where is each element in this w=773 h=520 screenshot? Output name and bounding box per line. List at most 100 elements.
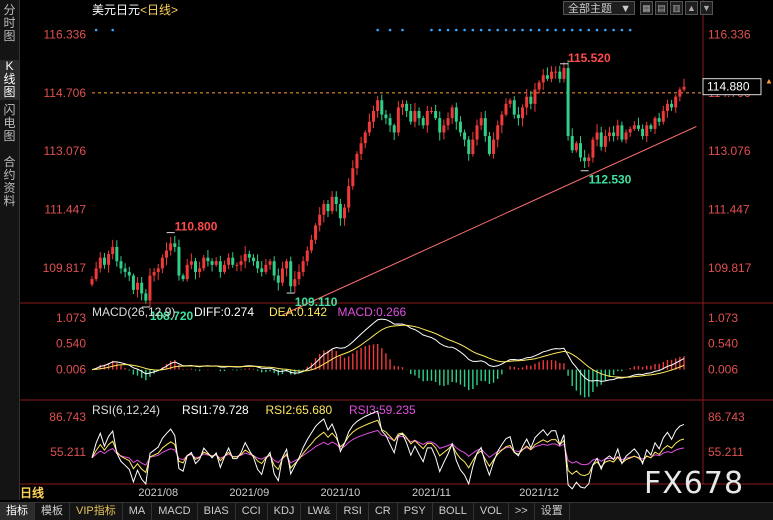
expand-icon[interactable]: ▤ [655, 1, 668, 15]
extreme-price-label: 115.520 [568, 51, 611, 65]
candle-body [603, 136, 607, 147]
candle-body [562, 68, 566, 79]
candle-body [624, 132, 628, 140]
candle-body [388, 118, 392, 126]
candle-body [434, 111, 438, 119]
candle-body [599, 132, 603, 147]
tab-14[interactable]: >> [509, 503, 535, 520]
sidebar-item-contract-info[interactable]: 合约资料 [3, 155, 16, 208]
candle-body [177, 246, 181, 276]
candle-body [475, 125, 479, 140]
tab-3[interactable]: MA [123, 503, 153, 520]
tab-7[interactable]: KDJ [268, 503, 302, 520]
tab-1[interactable]: 模板 [35, 503, 70, 520]
y-tick-label-left: 113.076 [44, 144, 87, 158]
candle-body [632, 125, 636, 129]
candle-body [260, 268, 264, 272]
candle-body [293, 279, 297, 287]
candle-body [206, 257, 210, 262]
candle-body [272, 261, 276, 276]
candle-body [405, 103, 409, 111]
candle-body [152, 271, 156, 276]
signal-dot [529, 28, 533, 32]
rsi-y-tick-right: 55.211 [708, 445, 744, 459]
tab-9[interactable]: RSI [337, 503, 369, 520]
candle-body [256, 261, 260, 269]
current-price-box [702, 78, 762, 96]
candle-body [218, 261, 222, 272]
sidebar-item-timeshare[interactable]: 分时图 [3, 3, 16, 43]
macd-y-tick-right: 0.006 [708, 362, 738, 376]
tab-4[interactable]: MACD [152, 503, 198, 520]
candle-body [185, 264, 189, 280]
tab-0[interactable]: 指标 [0, 503, 35, 520]
candle-body [231, 257, 235, 265]
candle-body [111, 246, 115, 255]
tab-6[interactable]: CCI [236, 503, 268, 520]
signal-dot [401, 28, 404, 32]
tab-2[interactable]: VIP指标 [70, 503, 123, 520]
tab-11[interactable]: PSY [398, 503, 433, 520]
candle-body [276, 275, 280, 283]
signal-dot [488, 28, 491, 32]
signal-dot [595, 28, 599, 32]
candle-body [529, 96, 533, 104]
candle-body [285, 261, 289, 269]
current-price-label: 114.880 [707, 80, 750, 94]
signal-dot [546, 28, 549, 32]
signal-dot [376, 28, 379, 32]
candle-body [591, 139, 595, 158]
period-tag: <日线> [140, 3, 178, 17]
signal-dot [388, 28, 392, 32]
candle-body [512, 100, 516, 115]
period-label[interactable]: 日线 [20, 486, 45, 500]
macd-y-tick-left: 1.073 [56, 311, 86, 325]
tab-8[interactable]: LW& [301, 503, 338, 520]
candle-body [595, 132, 599, 140]
signal-dot [521, 28, 524, 32]
candle-body [657, 118, 661, 122]
candle-body [227, 257, 231, 265]
sidebar-item-lightning[interactable]: 闪电图 [3, 103, 16, 143]
tab-10[interactable]: CR [369, 503, 398, 520]
chart-title: 美元日元 [92, 3, 140, 17]
signal-dot [587, 28, 591, 32]
candle-body [289, 261, 293, 287]
candle-body [251, 257, 255, 262]
candle-body [318, 214, 322, 226]
tab-12[interactable]: BOLL [433, 503, 474, 520]
arrow-up-icon[interactable]: ▲ [685, 1, 698, 15]
grid-icon[interactable]: ▦ [640, 1, 653, 15]
tab-15[interactable]: 设置 [535, 503, 570, 520]
trash-icon[interactable]: ▥ [670, 1, 683, 15]
candle-body [417, 111, 421, 119]
tab-13[interactable]: VOL [474, 503, 509, 520]
watermark: FX678 [644, 466, 745, 501]
y-tick-label-right: 116.336 [708, 28, 751, 42]
indicator-tab-bar: 指标 模板 VIP指标 MA MACD BIAS CCI KDJ LW& RSI CR PSY BOLL… [0, 502, 773, 520]
rsi3-line [91, 429, 685, 466]
candle-body [140, 282, 144, 294]
candle-body [636, 125, 640, 129]
signal-dot [438, 28, 442, 32]
arrow-down-icon[interactable]: ▼ [700, 1, 713, 15]
candle-body [450, 107, 454, 119]
candle-body [326, 204, 330, 212]
candle-body [173, 243, 177, 247]
candle-body [90, 279, 94, 285]
y-tick-label-left: 109.817 [43, 261, 87, 275]
tab-5[interactable]: BIAS [198, 503, 236, 520]
candle-body [210, 261, 214, 265]
candle-body [442, 125, 446, 133]
candle-body [566, 68, 570, 137]
theme-select[interactable]: 全部主题 ▼ [563, 1, 635, 15]
trendline [282, 126, 697, 316]
y-tick-label-left: 111.447 [44, 202, 86, 216]
candle-body [612, 132, 616, 137]
candle-body [309, 239, 313, 251]
extreme-price-label: 110.800 [175, 220, 218, 234]
candle-body [297, 271, 301, 280]
candle-body [165, 250, 169, 258]
candle-body [483, 118, 487, 137]
